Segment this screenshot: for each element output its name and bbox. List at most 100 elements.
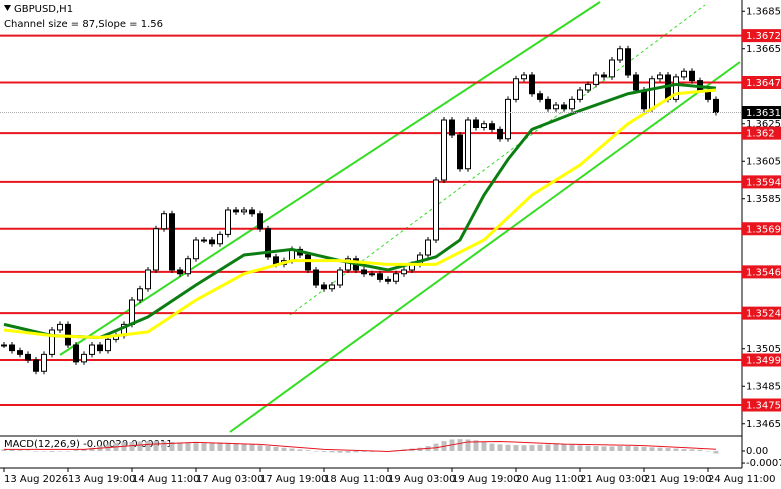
candle [153, 228, 159, 271]
y-tick-label: 1.3505 [746, 344, 781, 355]
macd-bar [281, 447, 287, 452]
candle [265, 228, 271, 258]
candle [361, 269, 367, 275]
candle [33, 359, 39, 372]
candle [25, 353, 31, 361]
macd-bar [217, 442, 223, 452]
candle [161, 213, 167, 230]
candle [617, 48, 623, 61]
candle [593, 74, 599, 85]
level-label: 1.3524 [746, 309, 781, 320]
level-label: 1.362 [746, 129, 775, 140]
candle [257, 213, 263, 230]
macd-bar [521, 445, 527, 452]
macd-bar [9, 449, 15, 452]
candle [633, 74, 639, 91]
level-label: 1.3475 [746, 401, 781, 412]
macd-bar [193, 443, 199, 452]
macd-bar [481, 441, 487, 452]
candle [241, 209, 247, 213]
candle [345, 258, 351, 271]
candle [185, 258, 191, 275]
candle [681, 70, 687, 78]
candle [529, 74, 535, 95]
candle [249, 209, 255, 215]
macd-bar [337, 451, 343, 453]
macd-signal [4, 440, 717, 453]
candle [385, 278, 391, 282]
macd-bar [265, 446, 271, 452]
macd-title: MACD(12,26,9) -0.00020 0.00011 [4, 439, 173, 450]
candle [625, 48, 631, 76]
candle [17, 350, 23, 355]
level-label-box [742, 126, 781, 140]
macd-tick-label: 0.00 [746, 446, 768, 457]
macd-bar [249, 444, 255, 452]
macd-bar [89, 447, 95, 452]
candle [377, 273, 383, 280]
candle [217, 233, 223, 245]
level-label-box [742, 222, 781, 236]
candle [329, 284, 335, 290]
candle [193, 239, 199, 260]
candle [489, 123, 495, 130]
y-tick-label: 1.3665 [746, 44, 781, 55]
macd-bar [705, 451, 711, 452]
candle [713, 98, 719, 113]
candle [201, 239, 207, 242]
x-tick-label: 13 Aug 19:00 [68, 474, 135, 485]
macd-bar [457, 439, 463, 452]
candle [145, 269, 151, 290]
macd-bar [49, 451, 55, 452]
macd-bar [625, 446, 631, 452]
macd-bar [209, 442, 215, 452]
macd-bar [289, 448, 295, 452]
candle [81, 353, 87, 363]
macd-bar [593, 446, 599, 452]
macd-bar [137, 441, 143, 452]
macd-bar [257, 445, 263, 452]
level-label-box [742, 265, 781, 279]
level-label-box [742, 29, 781, 43]
macd-tick-label: -0.00073 [746, 458, 781, 469]
level-label-box [742, 175, 781, 189]
candle [481, 123, 487, 128]
candle [465, 119, 471, 170]
macd-bar [601, 446, 607, 452]
macd-bar [169, 441, 175, 452]
channel-lower [229, 61, 741, 433]
candle [577, 89, 583, 100]
macd-bar [473, 440, 479, 452]
macd-bar [233, 443, 239, 452]
macd-bar [713, 451, 719, 454]
level-label: 1.3594 [746, 177, 781, 188]
level-label-box [742, 306, 781, 320]
x-tick-label: 17 Aug 19:00 [260, 474, 327, 485]
current-price-label: 1.3631 [746, 108, 781, 119]
macd-bar [57, 451, 63, 452]
current-price-box [742, 106, 781, 119]
macd-bar [497, 444, 503, 452]
macd-bar [633, 446, 639, 452]
candle [209, 239, 215, 245]
level-label-box [742, 76, 781, 89]
macd-bar [577, 445, 583, 452]
candle [225, 209, 231, 235]
macd-bar [361, 451, 367, 452]
candle [337, 269, 343, 286]
macd-bar [561, 444, 567, 452]
candle [585, 83, 591, 91]
macd-bar [73, 450, 79, 452]
moving-average [3, 88, 717, 340]
x-tick-label: 19 Aug 03:00 [388, 474, 455, 485]
macd-bar [161, 441, 167, 452]
candle [689, 70, 695, 82]
y-tick-label: 1.3625 [746, 119, 781, 130]
candle [57, 323, 63, 331]
candle [497, 128, 503, 140]
level-label: 1.3569 [746, 224, 781, 235]
candle [9, 344, 15, 352]
macd-bar [25, 450, 31, 452]
candle [169, 213, 175, 271]
